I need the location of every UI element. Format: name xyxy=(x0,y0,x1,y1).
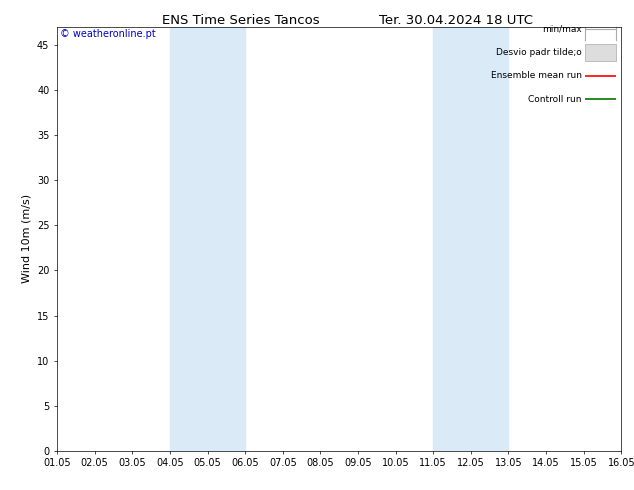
Text: Ter. 30.04.2024 18 UTC: Ter. 30.04.2024 18 UTC xyxy=(380,14,533,27)
Text: Desvio padr tilde;o: Desvio padr tilde;o xyxy=(496,48,582,57)
Text: © weatheronline.pt: © weatheronline.pt xyxy=(60,29,155,39)
Bar xyxy=(170,27,245,451)
Y-axis label: Wind 10m (m/s): Wind 10m (m/s) xyxy=(22,195,31,283)
Text: min/max: min/max xyxy=(542,24,582,34)
Bar xyxy=(585,44,616,61)
Text: Controll run: Controll run xyxy=(528,95,582,103)
Text: ENS Time Series Tancos: ENS Time Series Tancos xyxy=(162,14,320,27)
Text: Ensemble mean run: Ensemble mean run xyxy=(491,71,582,80)
Bar xyxy=(433,27,508,451)
